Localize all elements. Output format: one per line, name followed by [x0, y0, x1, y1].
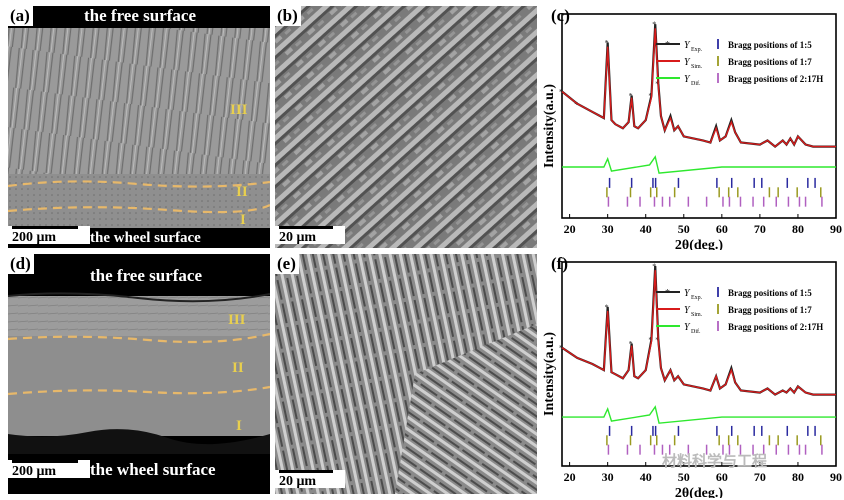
chart-f-xtick-label-2: 40 [640, 470, 652, 484]
chart-f-legend-bragg-15-label: Bragg positions of 1:5 [728, 288, 812, 298]
panel-b-scale-box: 20 μm [275, 226, 345, 245]
panel-a-sem-cross-section: the free surface the wheel surface III I… [8, 6, 270, 248]
chart-c-xtick-label-3: 50 [678, 222, 690, 236]
chart-c-exp-marker-1: * [574, 100, 578, 109]
chart-c-legend-exp-sub: Exp. [691, 47, 703, 53]
panel-a-zone-i: I [240, 212, 246, 228]
chart-c-x-axis-label: 2θ(deg.) [675, 238, 723, 250]
chart-f-exp-marker-10: * [629, 340, 633, 349]
panel-a-free-surface-label: the free surface [84, 6, 197, 25]
chart-f-xtick-label-3: 50 [678, 470, 690, 484]
chart-c-plot-frame [561, 13, 837, 219]
chart-c-xtick-label-2: 40 [640, 222, 652, 236]
panel-d-zone-ii: II [232, 360, 244, 376]
panel-e-micrograph [275, 254, 537, 494]
chart-f-xtick-label-0: 20 [564, 470, 576, 484]
chart-f-legend-dif-label: Y [684, 322, 691, 333]
chart-f-y-axis-label: Intensity(a.u.) [542, 332, 557, 416]
chart-f-legend-exp-label: Y [684, 288, 691, 299]
panel-d-free-surface-label: the free surface [90, 266, 203, 285]
chart-c-legend-bragg-15-label: Bragg positions of 1:5 [728, 40, 812, 50]
panel-c-label: (c) [548, 6, 573, 26]
panel-b-scale-label: 20 μm [279, 230, 317, 245]
chart-f-legend-dif-sub: Dif. [691, 328, 701, 335]
chart-c-series-dif-line [562, 155, 836, 174]
chart-f-exp-marker-5: * [605, 303, 609, 312]
chart-f-legend-bragg-217-label: Bragg positions of 2:17H [728, 322, 823, 332]
chart-c-xtick-label-7: 90 [830, 222, 842, 236]
panel-a-scale-box: 200 μm [8, 226, 90, 245]
panel-d-micrograph [8, 292, 270, 454]
chart-c-exp-marker-14: * [648, 92, 652, 101]
panel-b-label: (b) [274, 6, 301, 26]
panel-d-scale-label: 200 μm [12, 464, 57, 479]
chart-c-legend-bragg-217-label: Bragg positions of 2:17H [728, 74, 823, 84]
panel-e-label: (e) [274, 254, 299, 274]
chart-c-exp-marker-0: * [559, 88, 563, 97]
panel-e-scale-label: 20 μm [279, 474, 317, 489]
panel-d-zone-i: I [236, 418, 242, 434]
chart-c-exp-marker-5: * [605, 39, 609, 48]
chart-c-legend-dif-sub: Dif. [691, 80, 701, 87]
chart-f-legend-exp-sub: Exp. [691, 295, 703, 301]
chart-c-xtick-label-6: 80 [792, 222, 804, 236]
chart-f-exp-marker-0: * [559, 344, 563, 353]
chart-c-legend-exp-label: Y [684, 40, 691, 51]
panel-a-scale-bar [12, 226, 78, 229]
chart-c-exp-marker-10: * [629, 92, 633, 101]
chart-c-xtick-label-0: 20 [564, 222, 576, 236]
chart-f-legend-exp-star: * [665, 288, 670, 299]
panel-b-scale-bar [279, 226, 333, 229]
panel-d-scale-box: 200 μm [8, 460, 90, 479]
chart-c-legend-dif-label: Y [684, 74, 691, 85]
chart-f-exp-marker-15: * [652, 262, 656, 271]
chart-f-legend-sim-label: Y [684, 305, 691, 316]
chart-f-xtick-label-1: 30 [602, 470, 614, 484]
chart-c-y-axis-label: Intensity(a.u.) [542, 84, 557, 168]
panel-d-label: (d) [7, 254, 34, 274]
chart-c-series-sim-line [561, 28, 836, 148]
chart-c-legend-exp-star: * [665, 40, 670, 51]
chart-c-legend-sim-sub: Sim. [691, 64, 703, 70]
panel-e-scale-bar [279, 470, 333, 473]
panel-a-scale-label: 200 μm [12, 230, 57, 245]
chart-f-series-dif-line [562, 405, 836, 424]
panel-e-scale-box: 20 μm [275, 470, 345, 489]
watermark-text: 材料科学与工程 [662, 452, 768, 470]
panel-a-micrograph [8, 28, 270, 228]
panel-a-zone-ii: II [236, 184, 248, 200]
chart-f-legend-bragg-17-label: Bragg positions of 1:7 [728, 305, 812, 315]
chart-c-exp-marker-15: * [652, 20, 656, 29]
panel-b-micrograph [275, 6, 537, 248]
chart-f-series-sim-line [561, 270, 836, 396]
chart-f-x-axis-label: 2θ(deg.) [675, 486, 723, 498]
panel-d-scale-bar [12, 460, 78, 463]
panel-f-label: (f) [548, 254, 571, 274]
chart-c-xtick-label-4: 60 [716, 222, 728, 236]
panel-b-sem: 20 μm [275, 6, 537, 248]
chart-f-xtick-label-4: 60 [716, 470, 728, 484]
chart-f-legend-sim-sub: Sim. [691, 312, 703, 318]
chart-c-legend-bragg-17-label: Bragg positions of 1:7 [728, 57, 812, 67]
chart-f-exp-marker-14: * [648, 336, 652, 345]
chart-f-xtick-label-7: 90 [830, 470, 842, 484]
chart-f-plot-frame [561, 261, 837, 467]
panel-a-zone-iii: III [230, 102, 248, 118]
panel-d-zone-iii: III [228, 312, 246, 328]
panel-f-xrd-chart: *** ***20 30 40 50 60 70 80 902θ(deg.)Intensity(… [542, 261, 842, 498]
chart-f-xtick-label-5: 70 [754, 470, 766, 484]
chart-f-xtick-label-6: 80 [792, 470, 804, 484]
panel-a-label: (a) [7, 6, 33, 26]
panel-a-wheel-surface-label: the wheel surface [90, 230, 201, 246]
panel-d-sem-cross-section: the free surface the wheel surface III I… [8, 254, 270, 494]
chart-f-exp-marker-16: * [655, 336, 659, 345]
chart-c-exp-marker-16: * [655, 79, 659, 88]
panel-c-xrd-chart: **** ***20 30 40 50 60 70 80 902θ(deg.)Intensity… [542, 13, 842, 250]
chart-c-xtick-label-5: 70 [754, 222, 766, 236]
chart-c-xtick-label-1: 30 [602, 222, 614, 236]
panel-d-wheel-surface-label: the wheel surface [90, 460, 216, 479]
panel-e-sem: 20 μm [275, 254, 537, 494]
chart-c-legend-sim-label: Y [684, 57, 691, 68]
